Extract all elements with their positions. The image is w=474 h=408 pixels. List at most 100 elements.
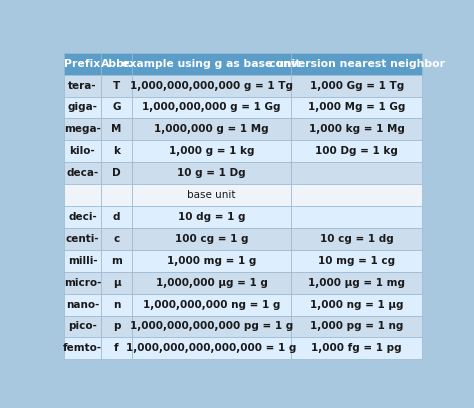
FancyBboxPatch shape (101, 294, 132, 315)
FancyBboxPatch shape (132, 75, 292, 97)
FancyBboxPatch shape (292, 140, 422, 162)
Text: Prefix: Prefix (64, 59, 100, 69)
FancyBboxPatch shape (64, 53, 101, 75)
FancyBboxPatch shape (101, 250, 132, 272)
Text: kilo-: kilo- (70, 146, 95, 156)
FancyBboxPatch shape (132, 140, 292, 162)
Text: M: M (111, 124, 122, 134)
Text: T: T (113, 81, 120, 91)
FancyBboxPatch shape (101, 97, 132, 118)
FancyBboxPatch shape (64, 250, 101, 272)
FancyBboxPatch shape (101, 337, 132, 359)
Text: base unit: base unit (187, 190, 236, 200)
Text: mega-: mega- (64, 124, 101, 134)
Text: D: D (112, 168, 121, 178)
FancyBboxPatch shape (132, 97, 292, 118)
FancyBboxPatch shape (101, 162, 132, 184)
Text: 10 dg = 1 g: 10 dg = 1 g (178, 212, 246, 222)
FancyBboxPatch shape (64, 140, 101, 162)
FancyBboxPatch shape (101, 272, 132, 294)
Text: pico-: pico- (68, 322, 97, 331)
Text: 1,000,000,000 g = 1 Gg: 1,000,000,000 g = 1 Gg (142, 102, 281, 113)
Text: 10 g = 1 Dg: 10 g = 1 Dg (177, 168, 246, 178)
Text: 1,000 kg = 1 Mg: 1,000 kg = 1 Mg (309, 124, 405, 134)
FancyBboxPatch shape (101, 75, 132, 97)
FancyBboxPatch shape (101, 315, 132, 337)
FancyBboxPatch shape (64, 228, 101, 250)
FancyBboxPatch shape (101, 118, 132, 140)
Text: micro-: micro- (64, 278, 101, 288)
Text: 1,000,000 g = 1 Mg: 1,000,000 g = 1 Mg (154, 124, 269, 134)
FancyBboxPatch shape (101, 206, 132, 228)
Text: k: k (113, 146, 120, 156)
FancyBboxPatch shape (132, 118, 292, 140)
FancyBboxPatch shape (64, 315, 101, 337)
Text: 1,000 mg = 1 g: 1,000 mg = 1 g (167, 256, 256, 266)
FancyBboxPatch shape (64, 272, 101, 294)
Text: m: m (111, 256, 122, 266)
FancyBboxPatch shape (292, 250, 422, 272)
Text: Abbr.: Abbr. (100, 59, 133, 69)
FancyBboxPatch shape (292, 97, 422, 118)
Text: 1,000 ng = 1 μg: 1,000 ng = 1 μg (310, 299, 403, 310)
FancyBboxPatch shape (292, 118, 422, 140)
FancyBboxPatch shape (64, 97, 101, 118)
Text: tera-: tera- (68, 81, 97, 91)
Text: nano-: nano- (66, 299, 99, 310)
FancyBboxPatch shape (132, 315, 292, 337)
Text: 100 Dg = 1 kg: 100 Dg = 1 kg (315, 146, 398, 156)
FancyBboxPatch shape (292, 337, 422, 359)
FancyBboxPatch shape (64, 118, 101, 140)
Text: 10 cg = 1 dg: 10 cg = 1 dg (320, 234, 393, 244)
FancyBboxPatch shape (132, 272, 292, 294)
Text: f: f (114, 344, 119, 353)
FancyBboxPatch shape (292, 53, 422, 75)
Text: 10 mg = 1 cg: 10 mg = 1 cg (318, 256, 395, 266)
FancyBboxPatch shape (132, 206, 292, 228)
Text: giga-: giga- (67, 102, 98, 113)
FancyBboxPatch shape (132, 294, 292, 315)
Text: 1,000,000 μg = 1 g: 1,000,000 μg = 1 g (155, 278, 267, 288)
Text: centi-: centi- (66, 234, 99, 244)
FancyBboxPatch shape (64, 294, 101, 315)
FancyBboxPatch shape (64, 337, 101, 359)
Text: 1,000 Gg = 1 Tg: 1,000 Gg = 1 Tg (310, 81, 404, 91)
Text: p: p (113, 322, 120, 331)
FancyBboxPatch shape (64, 162, 101, 184)
Text: 1,000 μg = 1 mg: 1,000 μg = 1 mg (308, 278, 405, 288)
Text: milli-: milli- (68, 256, 97, 266)
Text: G: G (112, 102, 121, 113)
Text: 1,000,000,000,000 g = 1 Tg: 1,000,000,000,000 g = 1 Tg (130, 81, 293, 91)
Text: c: c (113, 234, 119, 244)
Text: 1,000 fg = 1 pg: 1,000 fg = 1 pg (311, 344, 402, 353)
FancyBboxPatch shape (292, 162, 422, 184)
Text: n: n (113, 299, 120, 310)
Text: 1,000 pg = 1 ng: 1,000 pg = 1 ng (310, 322, 403, 331)
FancyBboxPatch shape (132, 162, 292, 184)
FancyBboxPatch shape (292, 75, 422, 97)
FancyBboxPatch shape (132, 228, 292, 250)
FancyBboxPatch shape (101, 228, 132, 250)
FancyBboxPatch shape (292, 228, 422, 250)
Text: example using g as base unit: example using g as base unit (122, 59, 301, 69)
FancyBboxPatch shape (132, 337, 292, 359)
FancyBboxPatch shape (101, 53, 132, 75)
FancyBboxPatch shape (292, 315, 422, 337)
Text: 1,000,000,000 ng = 1 g: 1,000,000,000 ng = 1 g (143, 299, 280, 310)
FancyBboxPatch shape (292, 272, 422, 294)
FancyBboxPatch shape (101, 184, 132, 206)
Text: femto-: femto- (63, 344, 102, 353)
Text: 1,000,000,000,000,000 = 1 g: 1,000,000,000,000,000 = 1 g (127, 344, 297, 353)
Text: 1,000 Mg = 1 Gg: 1,000 Mg = 1 Gg (308, 102, 405, 113)
Text: d: d (113, 212, 120, 222)
FancyBboxPatch shape (292, 184, 422, 206)
FancyBboxPatch shape (64, 75, 101, 97)
Text: 100 cg = 1 g: 100 cg = 1 g (175, 234, 248, 244)
FancyBboxPatch shape (64, 206, 101, 228)
FancyBboxPatch shape (292, 206, 422, 228)
FancyBboxPatch shape (132, 250, 292, 272)
Text: 1,000 g = 1 kg: 1,000 g = 1 kg (169, 146, 255, 156)
FancyBboxPatch shape (101, 140, 132, 162)
Text: conversion nearest neighbor: conversion nearest neighbor (269, 59, 445, 69)
Text: μ: μ (113, 278, 120, 288)
